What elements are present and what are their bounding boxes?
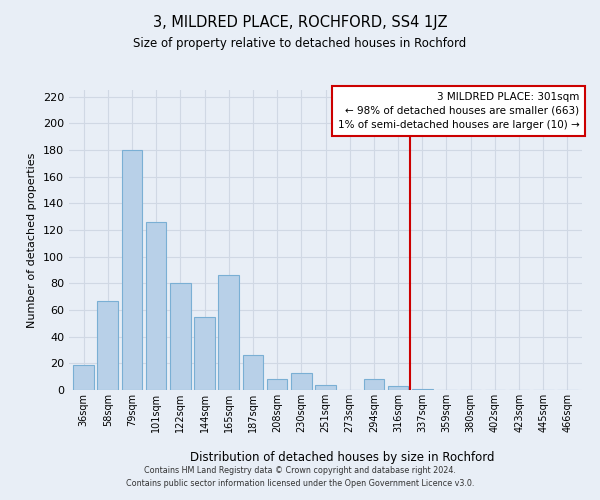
- Text: 3 MILDRED PLACE: 301sqm
← 98% of detached houses are smaller (663)
1% of semi-de: 3 MILDRED PLACE: 301sqm ← 98% of detache…: [338, 92, 580, 130]
- Bar: [97, 300, 118, 390]
- Text: Distribution of detached houses by size in Rochford: Distribution of detached houses by size …: [190, 451, 494, 464]
- Bar: [170, 284, 191, 390]
- Bar: [122, 150, 142, 390]
- Bar: [218, 276, 239, 390]
- Bar: [412, 388, 433, 390]
- Bar: [364, 380, 384, 390]
- Bar: [73, 364, 94, 390]
- Bar: [291, 372, 311, 390]
- Text: Size of property relative to detached houses in Rochford: Size of property relative to detached ho…: [133, 38, 467, 51]
- Text: 3, MILDRED PLACE, ROCHFORD, SS4 1JZ: 3, MILDRED PLACE, ROCHFORD, SS4 1JZ: [152, 15, 448, 30]
- Text: Contains HM Land Registry data © Crown copyright and database right 2024.
Contai: Contains HM Land Registry data © Crown c…: [126, 466, 474, 487]
- Bar: [315, 384, 336, 390]
- Bar: [242, 356, 263, 390]
- Bar: [388, 386, 409, 390]
- Bar: [146, 222, 166, 390]
- Y-axis label: Number of detached properties: Number of detached properties: [28, 152, 37, 328]
- Bar: [194, 316, 215, 390]
- Bar: [267, 380, 287, 390]
